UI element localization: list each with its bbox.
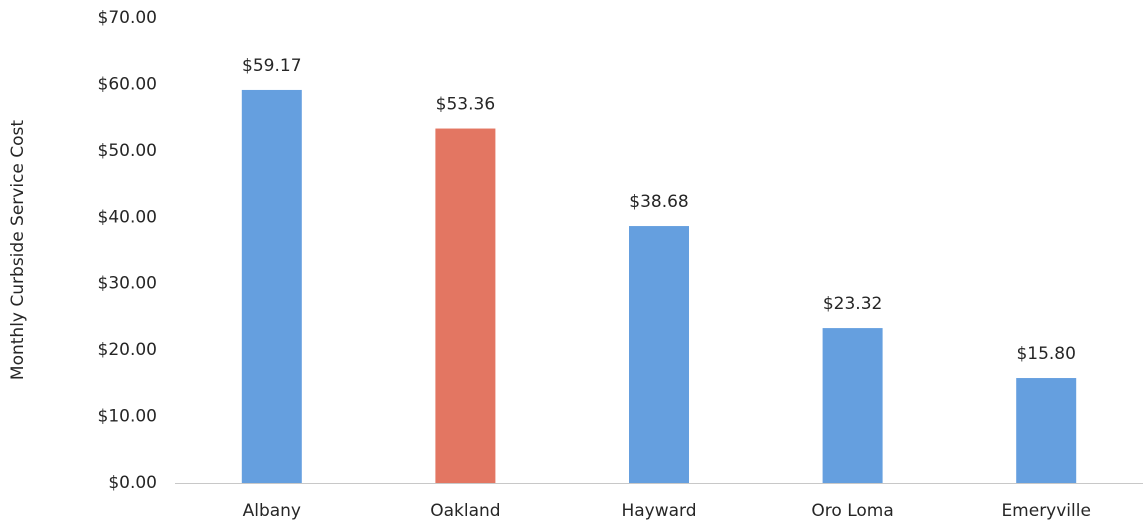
- bar: [1016, 378, 1077, 483]
- y-tick-label: $30.00: [98, 274, 157, 294]
- value-label: $15.80: [1016, 344, 1075, 364]
- y-tick-label: $60.00: [98, 74, 157, 94]
- y-tick-label: $70.00: [98, 8, 157, 28]
- bar: [629, 226, 689, 483]
- x-tick-label: Albany: [243, 501, 301, 521]
- y-tick-label: $0.00: [108, 473, 157, 493]
- x-tick-label: Oro Loma: [811, 501, 893, 521]
- y-tick-label: $10.00: [98, 407, 157, 427]
- value-label: $59.17: [242, 56, 301, 76]
- value-label: $23.32: [823, 294, 882, 314]
- x-tick-label: Hayward: [621, 501, 696, 521]
- value-label: $38.68: [629, 192, 688, 212]
- bar: [435, 128, 496, 483]
- y-axis-label: Monthly Curbside Service Cost: [8, 120, 28, 380]
- bar: [241, 89, 302, 484]
- y-tick-label: $20.00: [98, 340, 157, 360]
- bar: [822, 328, 883, 483]
- y-tick-label: $50.00: [98, 141, 157, 161]
- y-tick-label: $40.00: [98, 207, 157, 227]
- x-tick-label: Oakland: [430, 501, 500, 521]
- value-label: $53.36: [436, 95, 495, 115]
- x-tick-label: Emeryville: [1001, 501, 1091, 521]
